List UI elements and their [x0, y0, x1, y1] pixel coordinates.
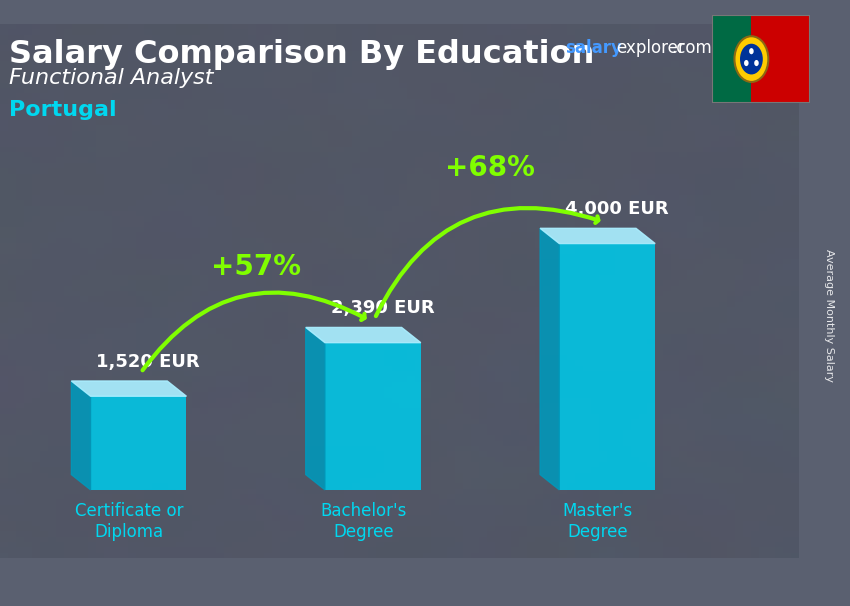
Text: .com: .com	[672, 39, 712, 58]
Text: 2,390 EUR: 2,390 EUR	[331, 299, 434, 318]
Polygon shape	[540, 228, 655, 244]
Polygon shape	[306, 327, 421, 342]
Circle shape	[734, 36, 768, 82]
Bar	[325, 342, 421, 490]
Bar	[91, 396, 186, 490]
Text: Functional Analyst: Functional Analyst	[8, 68, 213, 88]
Bar	[559, 244, 655, 490]
Bar	[751, 15, 810, 103]
Text: explorer: explorer	[615, 39, 684, 58]
Text: Bachelor's
Degree: Bachelor's Degree	[320, 502, 406, 541]
Text: Portugal: Portugal	[8, 101, 116, 121]
Text: salary: salary	[564, 39, 621, 58]
Bar	[712, 15, 751, 103]
Circle shape	[749, 48, 754, 55]
Polygon shape	[540, 228, 559, 490]
Polygon shape	[306, 327, 325, 490]
Text: Average Monthly Salary: Average Monthly Salary	[824, 248, 834, 382]
Text: +57%: +57%	[211, 253, 301, 281]
Circle shape	[744, 60, 749, 66]
Text: Certificate or
Diploma: Certificate or Diploma	[75, 502, 183, 541]
Text: Master's
Degree: Master's Degree	[563, 502, 632, 541]
Text: 1,520 EUR: 1,520 EUR	[96, 353, 200, 371]
Polygon shape	[71, 381, 91, 490]
Text: 4,000 EUR: 4,000 EUR	[565, 200, 669, 218]
Text: +68%: +68%	[445, 154, 535, 182]
Polygon shape	[71, 381, 186, 396]
Circle shape	[754, 60, 759, 66]
Text: Salary Comparison By Education: Salary Comparison By Education	[8, 39, 594, 70]
Circle shape	[740, 44, 762, 75]
